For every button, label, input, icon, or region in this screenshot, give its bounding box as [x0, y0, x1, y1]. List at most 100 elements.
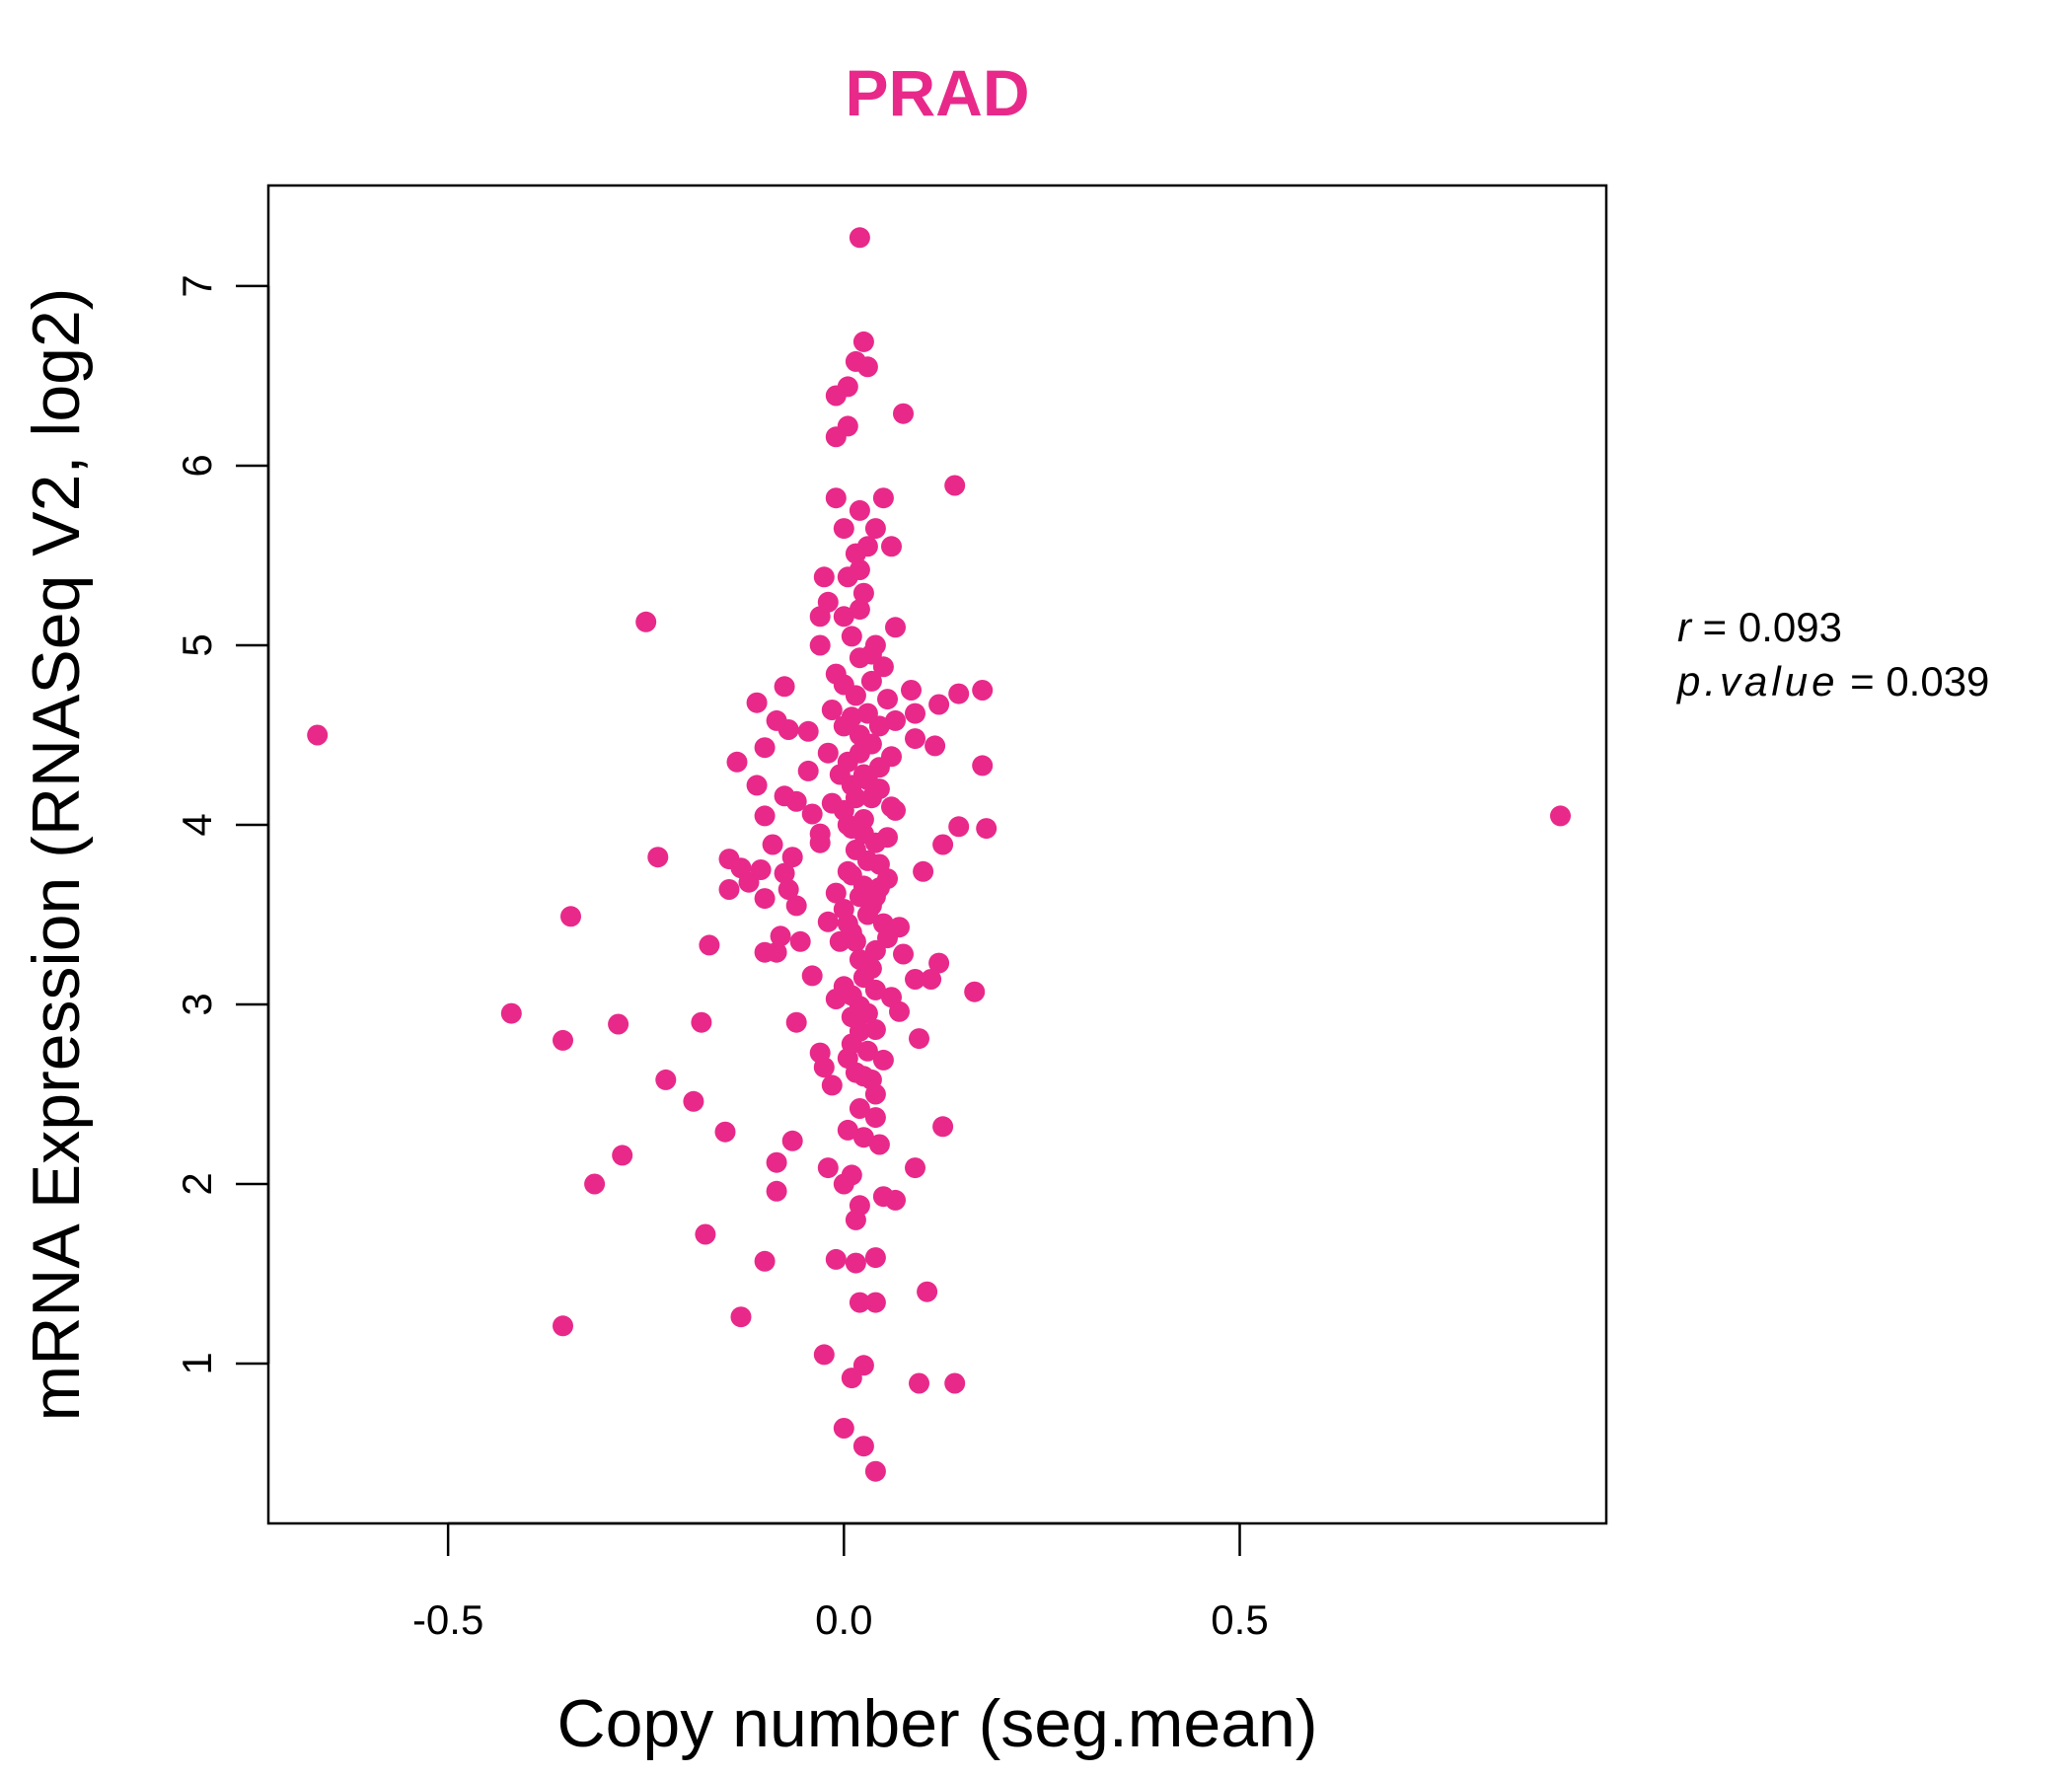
data-point	[928, 694, 950, 715]
data-point	[856, 1002, 878, 1024]
y-tick-label: 1	[174, 1352, 220, 1374]
data-point	[746, 775, 768, 796]
y-tick-label: 7	[174, 274, 220, 297]
data-point	[852, 582, 874, 604]
data-point	[881, 536, 902, 557]
data-point	[872, 487, 894, 509]
data-point	[714, 1121, 736, 1143]
data-point	[841, 864, 862, 886]
data-point	[817, 742, 839, 764]
data-point	[829, 930, 851, 952]
data-point	[864, 939, 886, 961]
data-point	[868, 877, 890, 899]
data-point	[817, 911, 839, 932]
data-point	[845, 787, 866, 809]
data-point	[845, 1252, 866, 1274]
data-point	[655, 1069, 677, 1090]
data-point	[905, 1157, 925, 1179]
data-point	[1550, 805, 1571, 827]
x-tick-label: -0.5	[412, 1596, 483, 1643]
data-point	[841, 706, 862, 728]
data-point	[746, 692, 768, 713]
data-point	[762, 834, 783, 855]
data-point	[774, 676, 795, 698]
x-axis-label: Copy number (seg.mean)	[556, 1686, 1317, 1761]
data-point	[821, 700, 843, 720]
data-point	[885, 617, 906, 638]
y-tick-label: 6	[174, 454, 220, 477]
data-point	[909, 1372, 929, 1394]
data-point	[797, 720, 819, 742]
data-point	[905, 703, 925, 724]
data-point	[864, 1083, 886, 1105]
data-point	[837, 814, 858, 836]
r-label: r	[1677, 604, 1693, 650]
data-point	[738, 871, 760, 893]
data-point	[635, 611, 657, 632]
data-point	[917, 1281, 938, 1302]
data-point	[868, 1134, 890, 1155]
data-point	[849, 227, 870, 249]
data-point	[864, 518, 886, 540]
p-label: p.value	[1675, 658, 1838, 704]
data-point	[852, 967, 874, 989]
y-axis-label: mRNA Expression (RNASeq V2, log2)	[19, 288, 94, 1422]
data-points	[307, 227, 1571, 1482]
data-point	[893, 403, 914, 424]
data-point	[809, 634, 831, 656]
data-point	[856, 850, 878, 871]
data-point	[754, 805, 776, 827]
data-point	[813, 566, 835, 588]
correlation-annotation: r = 0.093 p.value = 0.039	[1675, 604, 1989, 704]
data-point	[809, 606, 831, 628]
data-point	[860, 787, 882, 809]
data-point	[849, 1098, 870, 1119]
data-point	[893, 943, 914, 965]
data-point	[781, 1130, 803, 1151]
data-point	[584, 1173, 606, 1195]
data-point	[837, 566, 858, 588]
data-point	[845, 1209, 866, 1230]
data-point	[864, 1292, 886, 1313]
data-point	[777, 879, 799, 900]
data-point	[860, 895, 882, 917]
y-tick-label: 5	[174, 633, 220, 656]
data-point	[825, 487, 847, 509]
x-tick-label: 0.0	[815, 1596, 872, 1643]
data-point	[754, 1250, 776, 1272]
data-point	[845, 930, 866, 952]
data-point	[817, 1157, 839, 1179]
y-axis: 1 2 3 4 5 6 7	[174, 274, 270, 1375]
data-point	[813, 1057, 835, 1078]
data-point	[730, 1306, 752, 1328]
data-point	[825, 385, 847, 407]
data-point	[948, 683, 970, 704]
data-point	[913, 860, 934, 882]
data-point	[877, 689, 898, 710]
data-point	[856, 356, 878, 378]
data-point	[785, 790, 807, 812]
data-point	[766, 1180, 787, 1202]
data-point	[553, 1029, 573, 1051]
data-point	[932, 1116, 954, 1138]
data-point	[833, 1418, 854, 1439]
p-value: 0.039	[1886, 658, 1989, 704]
data-point	[785, 1011, 807, 1033]
y-tick-label: 2	[174, 1172, 220, 1195]
data-point	[849, 742, 870, 764]
data-point	[612, 1145, 633, 1166]
data-point	[860, 670, 882, 692]
data-point	[972, 755, 994, 777]
data-point	[789, 930, 811, 952]
data-point	[889, 1000, 910, 1022]
data-point	[553, 1315, 573, 1337]
data-point	[925, 735, 946, 757]
data-point	[837, 1048, 858, 1070]
plot-frame	[266, 184, 1608, 1525]
data-point	[944, 475, 966, 496]
data-point	[608, 1013, 629, 1035]
data-point	[699, 934, 720, 956]
data-point	[754, 888, 776, 910]
data-point	[683, 1090, 704, 1112]
data-point	[560, 906, 581, 927]
